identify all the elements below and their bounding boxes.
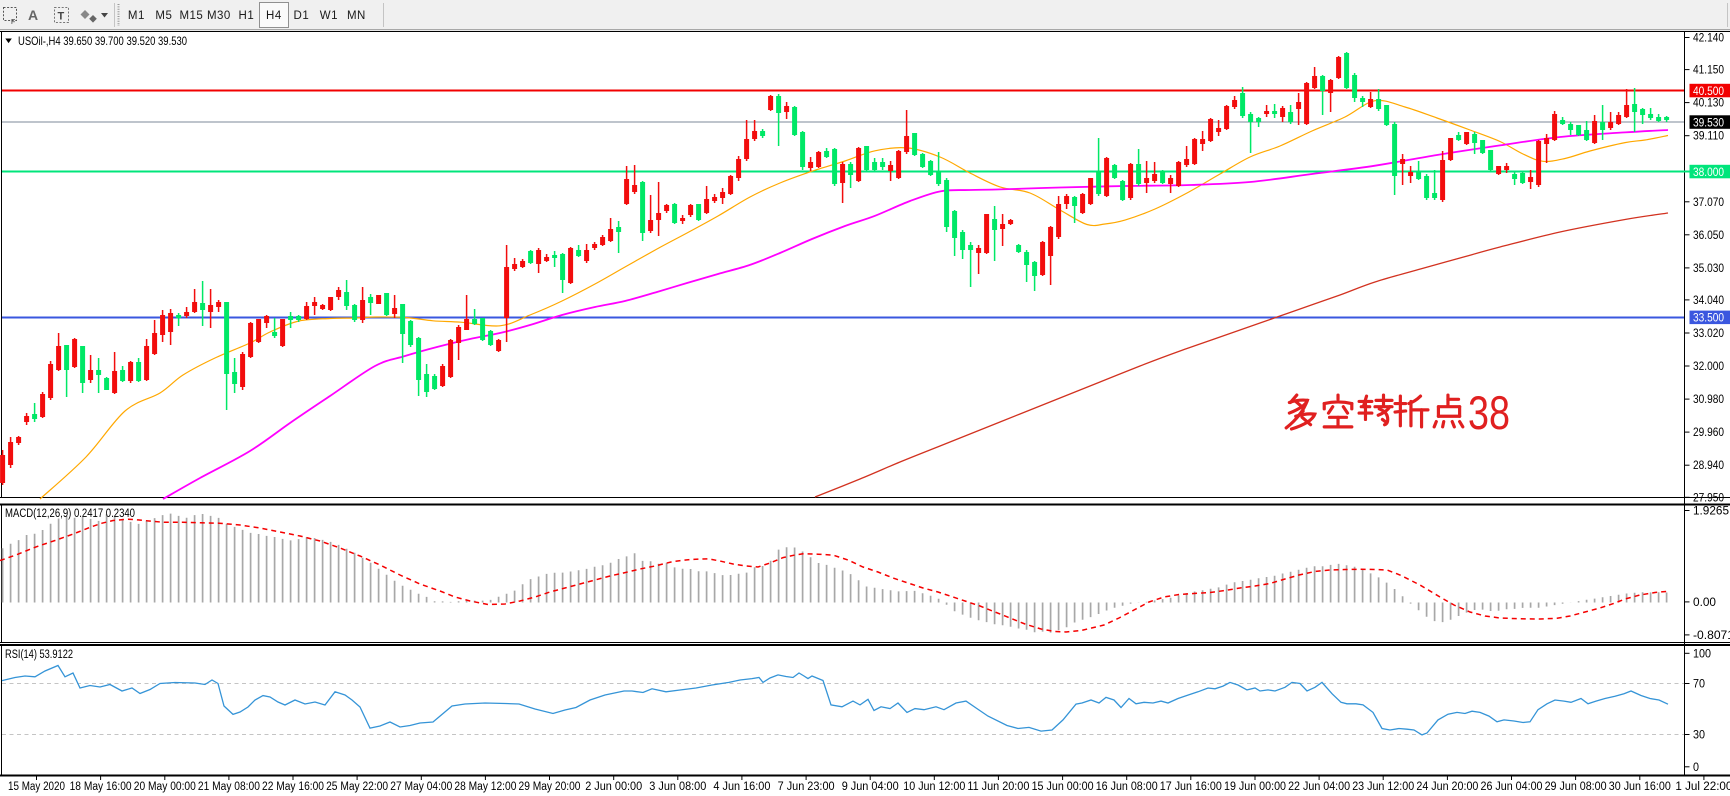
- svg-text:7 Jun 23:00: 7 Jun 23:00: [778, 781, 835, 793]
- svg-text:29 Jun 08:00: 29 Jun 08:00: [1545, 781, 1607, 793]
- svg-text:9 Jun 04:00: 9 Jun 04:00: [842, 781, 899, 793]
- svg-text:28.940: 28.940: [1693, 460, 1724, 472]
- svg-text:33.020: 33.020: [1693, 328, 1724, 340]
- svg-text:39.110: 39.110: [1693, 131, 1724, 143]
- svg-text:22 May 16:00: 22 May 16:00: [262, 781, 324, 793]
- svg-text:23 Jun 12:00: 23 Jun 12:00: [1352, 781, 1414, 793]
- svg-text:30: 30: [1693, 730, 1705, 742]
- svg-text:USOil-,H4 39.650 39.700 39.52: USOil-,H4 39.650 39.700 39.520 39.530: [18, 34, 187, 48]
- svg-text:24 Jun 20:00: 24 Jun 20:00: [1416, 781, 1478, 793]
- svg-text:22 Jun 04:00: 22 Jun 04:00: [1288, 781, 1350, 793]
- svg-text:17 Jun 16:00: 17 Jun 16:00: [1160, 781, 1222, 793]
- svg-text:10 Jun 12:00: 10 Jun 12:00: [903, 781, 965, 793]
- svg-text:100: 100: [1693, 648, 1711, 660]
- svg-text:2 Jun 00:00: 2 Jun 00:00: [585, 781, 642, 793]
- svg-text:38: 38: [1468, 386, 1510, 439]
- svg-text:37.070: 37.070: [1693, 197, 1724, 209]
- svg-text:38.000: 38.000: [1693, 167, 1724, 179]
- svg-text:D1: D1: [294, 10, 310, 22]
- svg-text:15 May 2020: 15 May 2020: [8, 781, 65, 793]
- svg-text:T: T: [58, 11, 65, 23]
- svg-text:30.980: 30.980: [1693, 394, 1724, 406]
- svg-text:34.040: 34.040: [1693, 295, 1724, 307]
- svg-text:A: A: [28, 7, 38, 23]
- svg-text:H1: H1: [239, 10, 255, 22]
- svg-text:RSI(14) 53.9122: RSI(14) 53.9122: [5, 649, 73, 661]
- svg-text:25 May 22:00: 25 May 22:00: [326, 781, 388, 793]
- svg-text:F: F: [11, 19, 15, 26]
- svg-text:29.960: 29.960: [1693, 427, 1724, 439]
- svg-text:1.9265: 1.9265: [1693, 506, 1729, 518]
- svg-text:0: 0: [1693, 762, 1699, 774]
- svg-text:35.030: 35.030: [1693, 263, 1724, 275]
- svg-text:32.000: 32.000: [1693, 361, 1724, 373]
- svg-text:MACD(12,26,9) 0.2417 0.2340: MACD(12,26,9) 0.2417 0.2340: [5, 508, 135, 520]
- svg-text:W1: W1: [320, 10, 338, 22]
- svg-text:M15: M15: [179, 10, 203, 22]
- svg-text:40.500: 40.500: [1693, 86, 1724, 98]
- svg-text:19 Jun 00:00: 19 Jun 00:00: [1224, 781, 1286, 793]
- svg-text:33.500: 33.500: [1693, 313, 1724, 325]
- svg-text:27 May 04:00: 27 May 04:00: [390, 781, 452, 793]
- svg-text:41.150: 41.150: [1693, 65, 1724, 77]
- svg-text:4 Jun 16:00: 4 Jun 16:00: [713, 781, 770, 793]
- svg-text:29 May 20:00: 29 May 20:00: [519, 781, 581, 793]
- svg-text:15 Jun 00:00: 15 Jun 00:00: [1032, 781, 1094, 793]
- svg-text:39.530: 39.530: [1693, 117, 1724, 129]
- svg-text:18 May 16:00: 18 May 16:00: [70, 781, 132, 793]
- svg-text:-0.8071: -0.8071: [1693, 630, 1730, 642]
- svg-text:28 May 12:00: 28 May 12:00: [454, 781, 516, 793]
- svg-text:H4: H4: [266, 10, 282, 22]
- svg-text:3 Jun 08:00: 3 Jun 08:00: [649, 781, 706, 793]
- svg-text:40.130: 40.130: [1693, 98, 1724, 110]
- svg-text:11 Jun 20:00: 11 Jun 20:00: [967, 781, 1029, 793]
- svg-text:1 Jul 22:00: 1 Jul 22:00: [1675, 781, 1730, 793]
- svg-text:30 Jun 16:00: 30 Jun 16:00: [1609, 781, 1671, 793]
- svg-text:M30: M30: [207, 10, 231, 22]
- svg-text:42.140: 42.140: [1693, 33, 1724, 45]
- svg-text:0.00: 0.00: [1693, 597, 1716, 609]
- svg-text:20 May 00:00: 20 May 00:00: [134, 781, 196, 793]
- svg-text:M1: M1: [128, 10, 145, 22]
- svg-text:M5: M5: [155, 10, 172, 22]
- svg-text:16 Jun 08:00: 16 Jun 08:00: [1096, 781, 1158, 793]
- svg-text:21 May 08:00: 21 May 08:00: [198, 781, 260, 793]
- svg-text:36.050: 36.050: [1693, 230, 1724, 242]
- svg-text:26 Jun 04:00: 26 Jun 04:00: [1481, 781, 1543, 793]
- svg-text:MN: MN: [347, 10, 366, 22]
- svg-text:70: 70: [1693, 679, 1705, 691]
- svg-text:27.950: 27.950: [1693, 492, 1724, 504]
